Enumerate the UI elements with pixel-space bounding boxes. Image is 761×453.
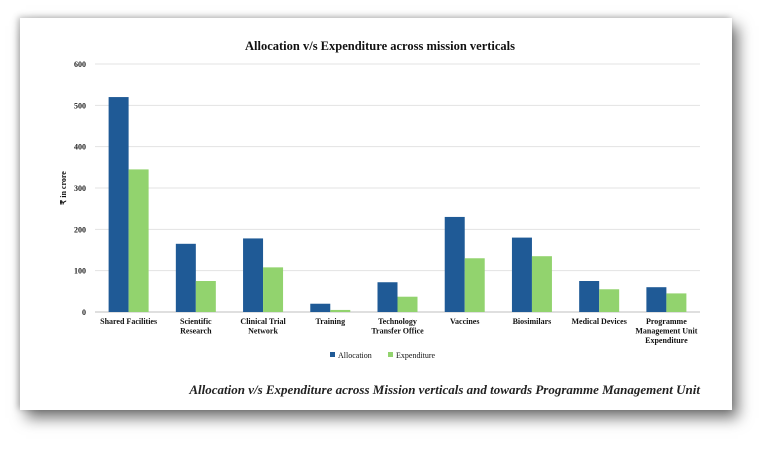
y-tick-label: 300 <box>74 184 86 193</box>
x-tick-label: Medical Devices <box>572 317 627 326</box>
bars <box>108 97 687 312</box>
y-axis-label: ₹ in crore <box>59 171 68 205</box>
figure-caption: Allocation v/s Expenditure across Missio… <box>189 382 700 397</box>
legend-swatch-expenditure <box>388 352 393 357</box>
bar-allocation <box>444 216 465 312</box>
bar-allocation <box>646 287 667 312</box>
bar-expenditure <box>128 169 149 312</box>
y-axis-ticks: 0 100 200 300 400 500 600 <box>74 60 86 317</box>
x-tick-label: Programme Management Unit Expenditure <box>635 317 697 345</box>
chart-title: Allocation v/s Expenditure across missio… <box>245 39 515 53</box>
y-tick-label: 200 <box>74 225 86 234</box>
x-tick-label: Training <box>315 317 345 326</box>
bar-expenditure <box>263 267 284 312</box>
bar-expenditure <box>531 256 552 312</box>
x-tick-label: Technology Transfer Office <box>371 317 424 336</box>
y-tick-label: 0 <box>82 308 86 317</box>
bar-allocation <box>108 97 129 312</box>
bar-allocation <box>310 303 331 312</box>
y-tick-label: 500 <box>74 101 86 110</box>
bar-expenditure <box>666 293 687 312</box>
x-tick-label: Shared Facilities <box>100 317 157 326</box>
bar-expenditure <box>330 309 351 312</box>
y-tick-label: 400 <box>74 143 86 152</box>
category-labels: Shared Facilities Scientific Research Clini… <box>100 317 698 345</box>
y-tick-label: 100 <box>74 267 86 276</box>
legend-label: Allocation <box>338 351 372 360</box>
y-tick-label: 600 <box>74 60 86 69</box>
legend: Allocation Expenditure <box>330 351 436 360</box>
bar-allocation <box>377 282 398 312</box>
bar-allocation <box>579 281 600 312</box>
bar-expenditure <box>195 281 216 312</box>
bar-allocation <box>243 238 264 312</box>
bar-expenditure <box>599 289 620 312</box>
x-tick-label: Vaccines <box>450 317 479 326</box>
bar-allocation <box>175 243 196 312</box>
legend-label: Expenditure <box>396 351 436 360</box>
bar-expenditure <box>464 258 485 312</box>
legend-swatch-allocation <box>330 352 335 357</box>
bar-expenditure <box>397 296 418 312</box>
x-tick-label: Biosimilars <box>513 317 552 326</box>
bar-allocation <box>511 237 532 312</box>
x-tick-label: Scientific Research <box>180 317 212 336</box>
x-tick-label: Clinical Trial Network <box>240 317 286 336</box>
